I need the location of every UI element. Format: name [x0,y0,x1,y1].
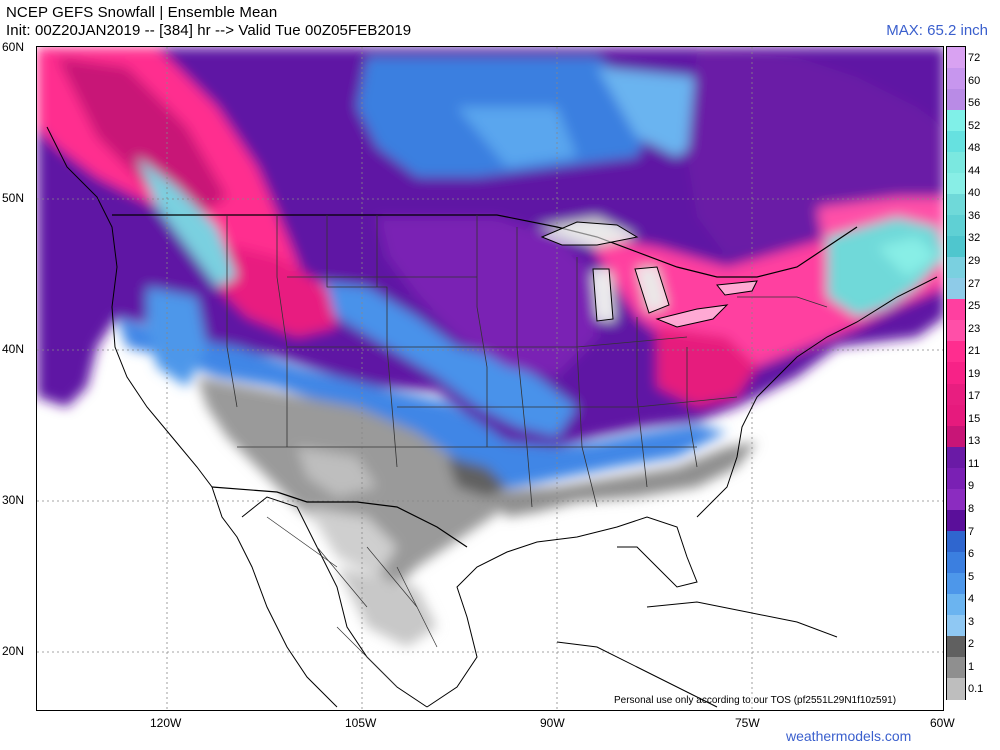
legend-swatch [947,68,965,90]
legend-swatch [947,320,965,343]
legend-swatch [947,152,965,174]
legend-level-label: 0.1 [968,683,984,696]
legend-swatch [947,656,965,679]
legend-swatch [947,236,965,258]
legend-swatch [947,467,965,490]
lat-label-20n: 20N [2,644,25,658]
legend-swatch [947,383,965,406]
lon-label-90w: 90W [540,716,565,730]
legend-swatch [947,404,965,427]
legend-level-label: 9 [968,480,975,493]
legend-level-label: 36 [968,209,981,222]
legend-level-label: 17 [968,390,981,403]
legend-level-label: 6 [968,548,975,561]
legend-level-label: 15 [968,412,981,425]
legend-swatch [947,593,965,616]
lat-label-40n: 40N [2,342,25,356]
legend-swatch [947,89,965,111]
border-us-mexico [211,486,468,548]
legend-swatch [947,215,965,237]
legend-level-label: 32 [968,232,981,245]
legend-level-label: 2 [968,638,975,651]
legend-level-label: 72 [968,52,981,64]
lat-label-50n: 50N [2,191,25,205]
legend-level-label: 8 [968,503,975,516]
legend-swatch [947,488,965,511]
great-lakes [540,221,758,328]
snowfall-color-legend [946,46,966,700]
legend-level-label: 21 [968,345,981,358]
legend-swatch [947,614,965,637]
legend-level-label: 4 [968,593,975,606]
legend-level-label: 44 [968,164,981,177]
legend-level-label: 60 [968,74,981,87]
legend-swatch [947,194,965,216]
lat-label-30n: 30N [2,493,25,507]
mexico-states [266,516,438,688]
state-lines [226,215,828,508]
legend-level-label: 11 [968,457,980,470]
legend-level-label: 40 [968,187,981,200]
legend-swatch [947,551,965,574]
legend-level-label: 27 [968,277,981,290]
border-us-canada [112,214,858,278]
legend-swatch [947,509,965,532]
legend-level-label: 25 [968,300,981,313]
legend-swatch [947,362,965,385]
lat-label-60n: 60N [2,40,25,54]
map-subtitle: Init: 00Z20JAN2019 -- [384] hr --> Valid… [6,22,412,39]
legend-level-label: 13 [968,435,981,448]
legend-level-label: 52 [968,119,981,132]
legend-level-label: 3 [968,615,975,628]
lon-label-105w: 105W [345,716,377,730]
legend-swatch [947,530,965,553]
legend-swatch [947,131,965,153]
legend-swatch [947,173,965,195]
legend-level-label: 7 [968,525,975,538]
legend-level-label: 1 [968,660,975,673]
legend-swatch [947,341,965,364]
max-value-label: MAX: 65.2 inch [886,22,988,39]
lon-label-75w: 75W [735,716,760,730]
legend-swatch [947,257,965,279]
lon-label-60w: 60W [930,716,955,730]
legend-level-label: 5 [968,570,975,583]
legend-swatch [947,446,965,469]
legend-swatch [947,572,965,595]
snowfall-map [36,46,944,711]
graticule [37,47,943,710]
legend-swatch [947,677,965,700]
legend-level-label: 48 [968,142,981,155]
legend-swatch [947,635,965,658]
legend-swatch [947,425,965,448]
snowfall-map-canvas [37,47,943,710]
legend-swatch [947,299,965,321]
legend-swatch [947,47,965,69]
tos-notice: Personal use only according to our TOS (… [614,695,897,706]
legend-level-label: 29 [968,254,981,267]
credit-link[interactable]: weathermodels.com [786,728,912,744]
map-title: NCEP GEFS Snowfall | Ensemble Mean [6,4,278,21]
legend-level-label: 23 [968,322,981,335]
legend-swatch [947,110,965,132]
legend-level-label: 19 [968,367,981,380]
legend-level-label: 56 [968,97,981,110]
lon-label-120w: 120W [150,716,182,730]
snowfall-shading [37,47,943,647]
legend-swatch [947,278,965,300]
